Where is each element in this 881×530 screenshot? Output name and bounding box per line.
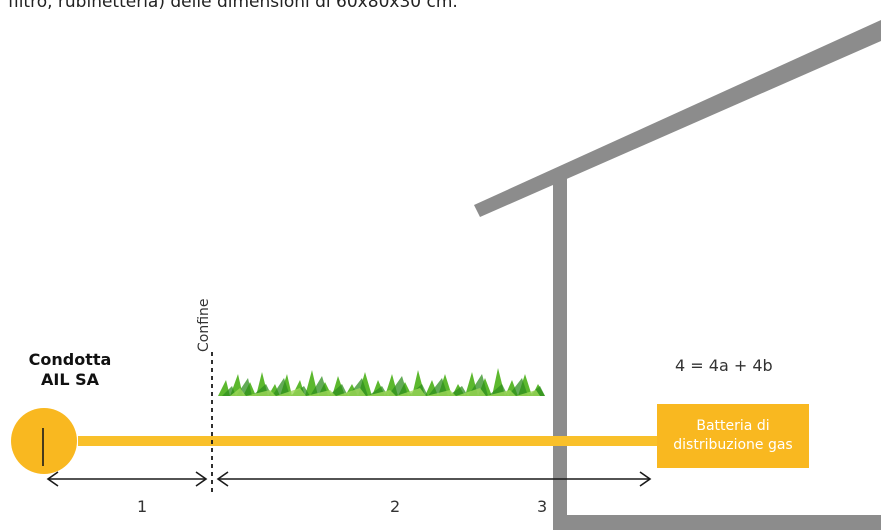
gas-pipe: [78, 436, 658, 446]
segment-label-3: 3: [537, 497, 548, 516]
battery-label-line1: Batteria di: [696, 418, 770, 434]
conduit-label-line2: AIL SA: [40, 370, 99, 389]
battery-label-line2: distribuzione gas: [673, 437, 793, 453]
gas-distribution-battery: Batteria di distribuzione gas: [657, 404, 809, 468]
grass-strip: [218, 368, 545, 396]
dimension-arrows: [46, 471, 652, 487]
description-text: filtro, rubinetteria) delle dimensioni d…: [8, 0, 458, 12]
house-roof: [474, 20, 881, 217]
formula-label: 4 = 4a + 4b: [675, 356, 773, 375]
conduit-circle: [11, 408, 77, 474]
segment-label-2: 2: [390, 497, 401, 516]
conduit-label: Condotta AIL SA: [10, 350, 130, 390]
segment-label-1: 1: [137, 497, 148, 516]
boundary-label: Confine: [196, 298, 212, 352]
conduit-label-line1: Condotta: [28, 350, 112, 369]
house-wall: [553, 178, 567, 530]
house-floor: [553, 515, 881, 530]
